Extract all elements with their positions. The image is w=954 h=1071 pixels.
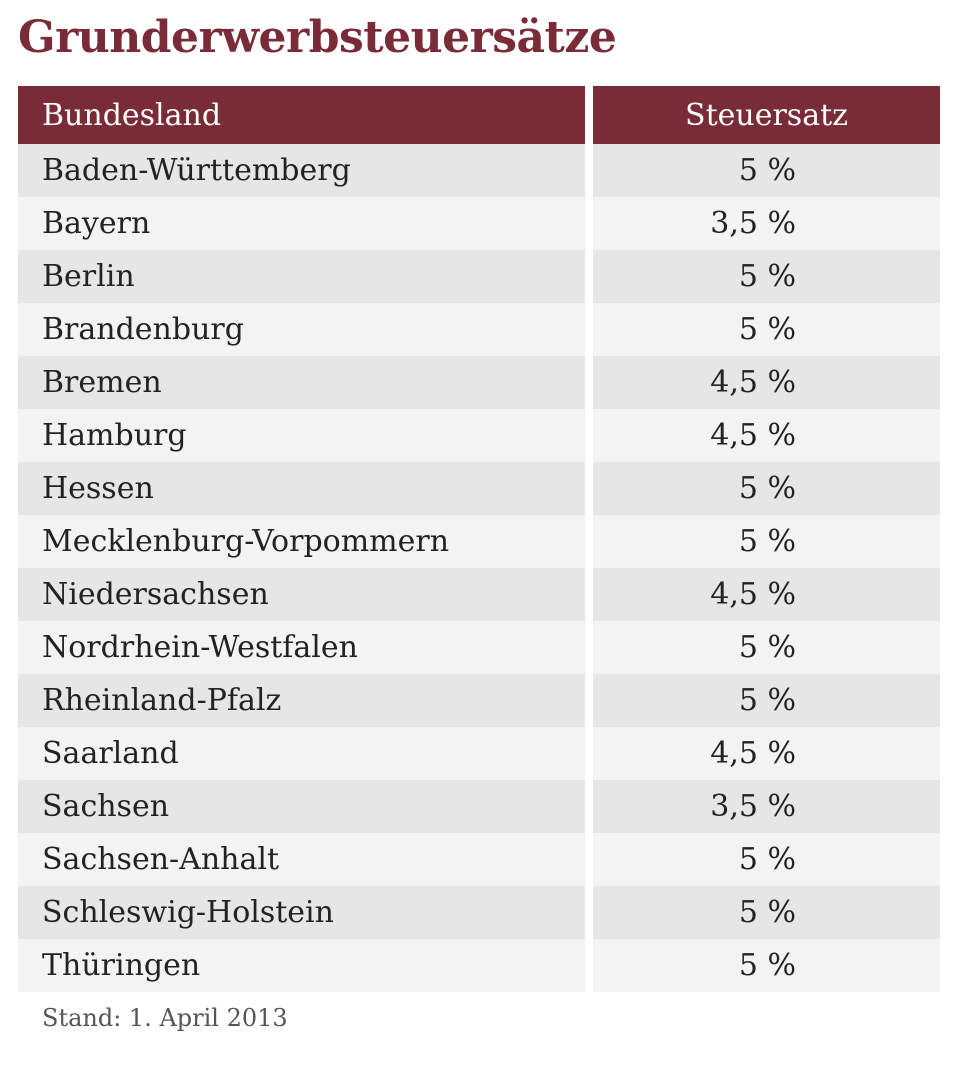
table-row: Hessen 5 % [18,462,940,515]
cell-steuersatz: 4,5 % [593,356,940,409]
cell-steuersatz: 5 % [593,939,940,992]
cell-steuersatz: 3,5 % [593,197,940,250]
cell-steuersatz: 4,5 % [593,568,940,621]
footnote-date: Stand: 1. April 2013 [42,1004,288,1032]
cell-bundesland: Schleswig-Holstein [18,886,585,939]
cell-steuersatz: 5 % [593,250,940,303]
cell-bundesland: Bremen [18,356,585,409]
table-row: Bayern 3,5 % [18,197,940,250]
cell-steuersatz: 5 % [593,886,940,939]
table-header-row: Bundesland Steuersatz [18,86,940,144]
cell-steuersatz: 4,5 % [593,727,940,780]
table-row: Bremen 4,5 % [18,356,940,409]
cell-bundesland: Berlin [18,250,585,303]
cell-steuersatz: 5 % [593,674,940,727]
cell-bundesland: Saarland [18,727,585,780]
cell-bundesland: Brandenburg [18,303,585,356]
cell-bundesland: Sachsen-Anhalt [18,833,585,886]
cell-bundesland: Hessen [18,462,585,515]
cell-bundesland: Niedersachsen [18,568,585,621]
table-row: Mecklenburg-Vorpommern 5 % [18,515,940,568]
cell-bundesland: Bayern [18,197,585,250]
header-bundesland: Bundesland [18,86,585,144]
table-row: Sachsen-Anhalt 5 % [18,833,940,886]
table-row: Sachsen 3,5 % [18,780,940,833]
table-row: Thüringen 5 % [18,939,940,992]
cell-steuersatz: 5 % [593,144,940,197]
table-row: Saarland 4,5 % [18,727,940,780]
cell-steuersatz: 5 % [593,621,940,674]
table-row: Niedersachsen 4,5 % [18,568,940,621]
cell-bundesland: Nordrhein-Westfalen [18,621,585,674]
table-row: Brandenburg 5 % [18,303,940,356]
table-row: Rheinland-Pfalz 5 % [18,674,940,727]
table-row: Berlin 5 % [18,250,940,303]
page-title: Grunderwerbsteuersätze [18,12,617,63]
cell-steuersatz: 4,5 % [593,409,940,462]
cell-bundesland: Rheinland-Pfalz [18,674,585,727]
header-steuersatz: Steuersatz [593,86,940,144]
cell-steuersatz: 5 % [593,833,940,886]
cell-bundesland: Mecklenburg-Vorpommern [18,515,585,568]
cell-steuersatz: 5 % [593,462,940,515]
cell-bundesland: Thüringen [18,939,585,992]
table-body: Baden-Württemberg 5 % Bayern 3,5 % Berlin 5 %… [18,144,940,992]
table-row: Hamburg 4,5 % [18,409,940,462]
cell-bundesland: Hamburg [18,409,585,462]
tax-rate-table: Bundesland Steuersatz Baden-Württemberg 5… [18,86,940,992]
cell-steuersatz: 5 % [593,303,940,356]
cell-steuersatz: 3,5 % [593,780,940,833]
table-row: Schleswig-Holstein 5 % [18,886,940,939]
cell-bundesland: Baden-Württemberg [18,144,585,197]
cell-steuersatz: 5 % [593,515,940,568]
table-row: Baden-Württemberg 5 % [18,144,940,197]
cell-bundesland: Sachsen [18,780,585,833]
table-row: Nordrhein-Westfalen 5 % [18,621,940,674]
